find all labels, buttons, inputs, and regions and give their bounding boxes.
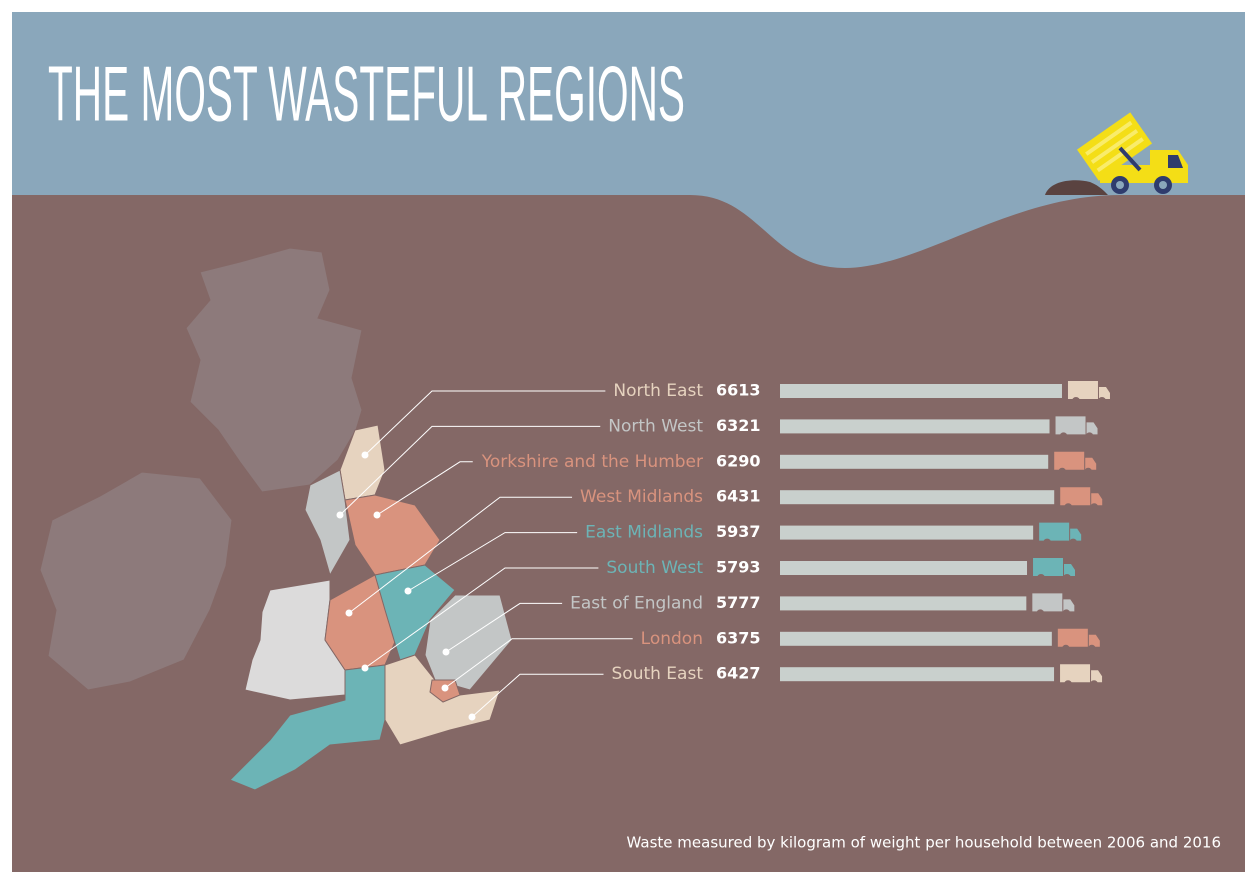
value-label: 6290 xyxy=(716,451,761,470)
truck-wheel xyxy=(1061,644,1070,653)
truck-body xyxy=(1060,487,1091,506)
truck-cab xyxy=(1088,634,1100,647)
region-label: South East xyxy=(612,664,704,684)
truck-body xyxy=(1039,522,1070,541)
region-label: North West xyxy=(608,416,703,436)
bar xyxy=(780,525,1034,540)
map xyxy=(39,247,513,791)
truck-body xyxy=(1060,664,1091,683)
leader-line xyxy=(445,602,563,653)
truck-icon xyxy=(1032,593,1075,618)
value-label: 6427 xyxy=(716,664,761,683)
truck-body xyxy=(1055,416,1086,435)
truck-body xyxy=(1067,381,1098,399)
bar xyxy=(780,596,1027,611)
truck-icon xyxy=(1054,451,1097,476)
value-label: 6613 xyxy=(716,381,761,400)
chart-title: THE MOST WASTEFUL REGIONS xyxy=(48,50,685,138)
truck-cab xyxy=(1091,493,1103,506)
leader-line xyxy=(348,496,573,614)
region-label: North East xyxy=(613,381,703,401)
truck-body xyxy=(1054,451,1085,470)
value-label: 5793 xyxy=(716,558,761,577)
value-label: 5777 xyxy=(716,593,761,612)
value-label: 6431 xyxy=(716,487,761,506)
region-dot xyxy=(404,587,412,595)
region-dot xyxy=(373,511,381,519)
bar xyxy=(780,490,1055,505)
region-label: South West xyxy=(606,558,703,578)
footnote: Waste measured by kilogram of weight per… xyxy=(627,834,1221,852)
region-label: East Midlands xyxy=(585,523,703,543)
truck-cab xyxy=(1063,599,1075,612)
truck-wheel xyxy=(1085,432,1094,441)
truck-cab xyxy=(1086,422,1098,435)
bar xyxy=(780,454,1049,469)
leader-line xyxy=(339,425,601,516)
region-dot xyxy=(336,511,344,519)
truck-icon xyxy=(1060,664,1103,689)
truck-wheel xyxy=(1059,432,1068,441)
truck-wheel xyxy=(1097,397,1106,405)
region-label: Yorkshire and the Humber xyxy=(481,452,703,472)
truck-wheel xyxy=(1036,609,1045,618)
bar xyxy=(780,667,1055,682)
truck-wheel xyxy=(1062,609,1071,618)
truck-wheel xyxy=(1037,574,1046,582)
region-dot xyxy=(442,648,450,656)
truck-body xyxy=(1033,558,1064,576)
leader-line xyxy=(364,390,606,456)
leader-line xyxy=(407,532,578,592)
truck-cab xyxy=(1064,564,1076,576)
truck-body xyxy=(1032,593,1063,612)
leader-line xyxy=(444,638,633,689)
region-dot xyxy=(468,713,476,721)
value-label: 5937 xyxy=(716,522,761,541)
truck-cab xyxy=(1070,528,1082,541)
truck-wheel xyxy=(1058,467,1067,476)
truck-icon xyxy=(1055,416,1098,441)
truck-icon xyxy=(1060,487,1103,512)
truck-wheel xyxy=(1071,397,1080,405)
truck-wheel xyxy=(1064,680,1073,689)
truck-body xyxy=(1057,628,1088,647)
bar xyxy=(780,384,1062,398)
truck-icon xyxy=(1033,558,1076,582)
leader-line xyxy=(376,461,473,516)
bar-rows: North East 6613 North West 6321 Yorkshire an… xyxy=(336,381,1110,721)
dump-truck xyxy=(1045,112,1188,195)
bar xyxy=(780,631,1052,646)
truck-cab xyxy=(1098,387,1110,399)
bar xyxy=(780,419,1050,434)
truck-icon xyxy=(1067,381,1110,405)
truck-wheel xyxy=(1064,503,1073,512)
region-label: East of England xyxy=(570,593,703,613)
truck-wheel xyxy=(1090,503,1099,512)
truck-wheel xyxy=(1043,538,1052,547)
truck-wheel xyxy=(1087,644,1096,653)
leader-line xyxy=(471,673,604,718)
bar xyxy=(780,561,1028,575)
truck-cab xyxy=(1091,670,1103,683)
truck-icon xyxy=(1039,522,1082,547)
truck-cab xyxy=(1085,457,1097,470)
value-label: 6321 xyxy=(716,416,761,435)
region-label: London xyxy=(641,629,703,649)
region-dot xyxy=(441,684,449,692)
value-label: 6375 xyxy=(716,628,761,647)
truck-wheel xyxy=(1084,467,1093,476)
truck-wheel xyxy=(1069,538,1078,547)
region-dot xyxy=(361,451,369,459)
region-dot xyxy=(345,609,353,617)
truck-wheel xyxy=(1063,574,1072,582)
region-dot xyxy=(361,664,369,672)
region-label: West Midlands xyxy=(580,487,703,507)
leader-line xyxy=(364,567,599,669)
truck-wheel xyxy=(1090,680,1099,689)
truck-icon xyxy=(1057,628,1100,653)
